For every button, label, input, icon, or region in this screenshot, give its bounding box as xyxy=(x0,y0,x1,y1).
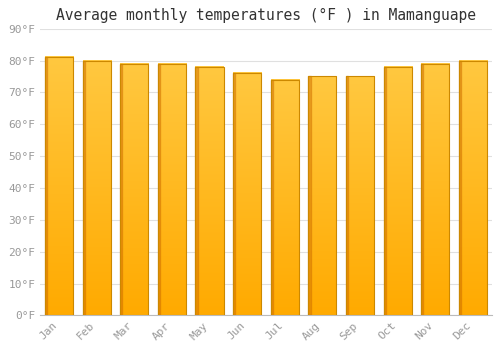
Bar xyxy=(196,67,224,315)
Bar xyxy=(120,64,122,315)
Bar xyxy=(458,61,487,315)
Bar xyxy=(384,67,411,315)
Bar xyxy=(346,76,374,315)
Bar xyxy=(45,57,73,315)
Bar xyxy=(233,73,261,315)
Bar xyxy=(270,80,273,315)
Bar xyxy=(196,67,198,315)
Bar xyxy=(82,61,85,315)
Bar xyxy=(158,64,160,315)
Bar xyxy=(308,76,336,315)
Bar xyxy=(384,67,386,315)
Bar xyxy=(270,80,299,315)
Bar xyxy=(45,57,47,315)
Title: Average monthly temperatures (°F ) in Mamanguape: Average monthly temperatures (°F ) in Ma… xyxy=(56,8,476,23)
Bar xyxy=(346,76,348,315)
Bar xyxy=(308,76,310,315)
Bar xyxy=(120,64,148,315)
Bar xyxy=(421,64,424,315)
Bar xyxy=(458,61,461,315)
Bar xyxy=(421,64,450,315)
Bar xyxy=(233,73,235,315)
Bar xyxy=(158,64,186,315)
Bar xyxy=(82,61,110,315)
